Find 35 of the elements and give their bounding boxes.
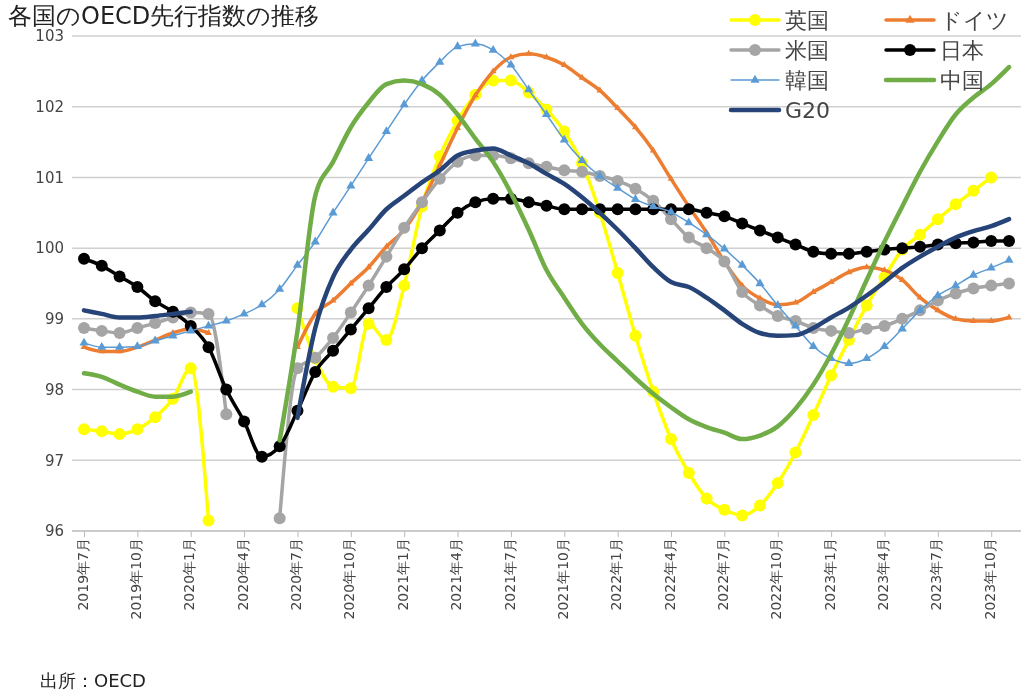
legend-label: 中国 <box>940 67 984 93</box>
x-tick-label: 2022年1月 <box>608 538 625 611</box>
x-tick-label: 2021年4月 <box>448 538 465 611</box>
x-tick-label: 2023年1月 <box>821 538 838 611</box>
legend-label: ドイツ <box>940 7 1009 33</box>
x-tick-label: 2019年10月 <box>127 538 144 620</box>
x-tick-label: 2020年7月 <box>288 538 305 611</box>
x-tick-label: 2019年7月 <box>74 538 91 611</box>
legend-label: G20 <box>785 97 831 123</box>
x-tick-label: 2021年7月 <box>501 538 518 611</box>
y-tick-label: 100 <box>35 239 64 258</box>
y-tick-label: 97 <box>44 451 64 470</box>
y-tick-label: 99 <box>44 310 64 329</box>
legend-label: 韓国 <box>785 67 829 93</box>
x-tick-label: 2020年4月 <box>234 538 251 611</box>
legend-label: 米国 <box>785 37 829 63</box>
legend-label: 日本 <box>940 37 984 63</box>
x-tick-label: 2022年10月 <box>768 538 785 620</box>
legend-label: 英国 <box>785 7 829 33</box>
chart-title: 各国のOECD先行指数の推移 <box>8 2 320 30</box>
y-tick-label: 103 <box>35 27 64 46</box>
x-tick-label: 2023年4月 <box>875 538 892 611</box>
x-tick-label: 2021年10月 <box>554 538 571 620</box>
x-tick-label: 2020年1月 <box>181 538 198 611</box>
x-tick-label: 2022年7月 <box>714 538 731 611</box>
x-tick-label: 2023年7月 <box>928 538 945 611</box>
y-tick-label: 102 <box>35 98 64 117</box>
x-tick-label: 2020年10月 <box>341 538 358 620</box>
y-tick-label: 101 <box>35 168 64 187</box>
x-tick-label: 2023年10月 <box>981 538 998 620</box>
text: 出所：OECD <box>40 670 146 691</box>
x-tick-label: 2022年4月 <box>661 538 678 611</box>
y-tick-label: 98 <box>44 380 64 399</box>
x-tick-label: 2021年1月 <box>394 538 411 611</box>
y-tick-label: 96 <box>44 522 64 541</box>
